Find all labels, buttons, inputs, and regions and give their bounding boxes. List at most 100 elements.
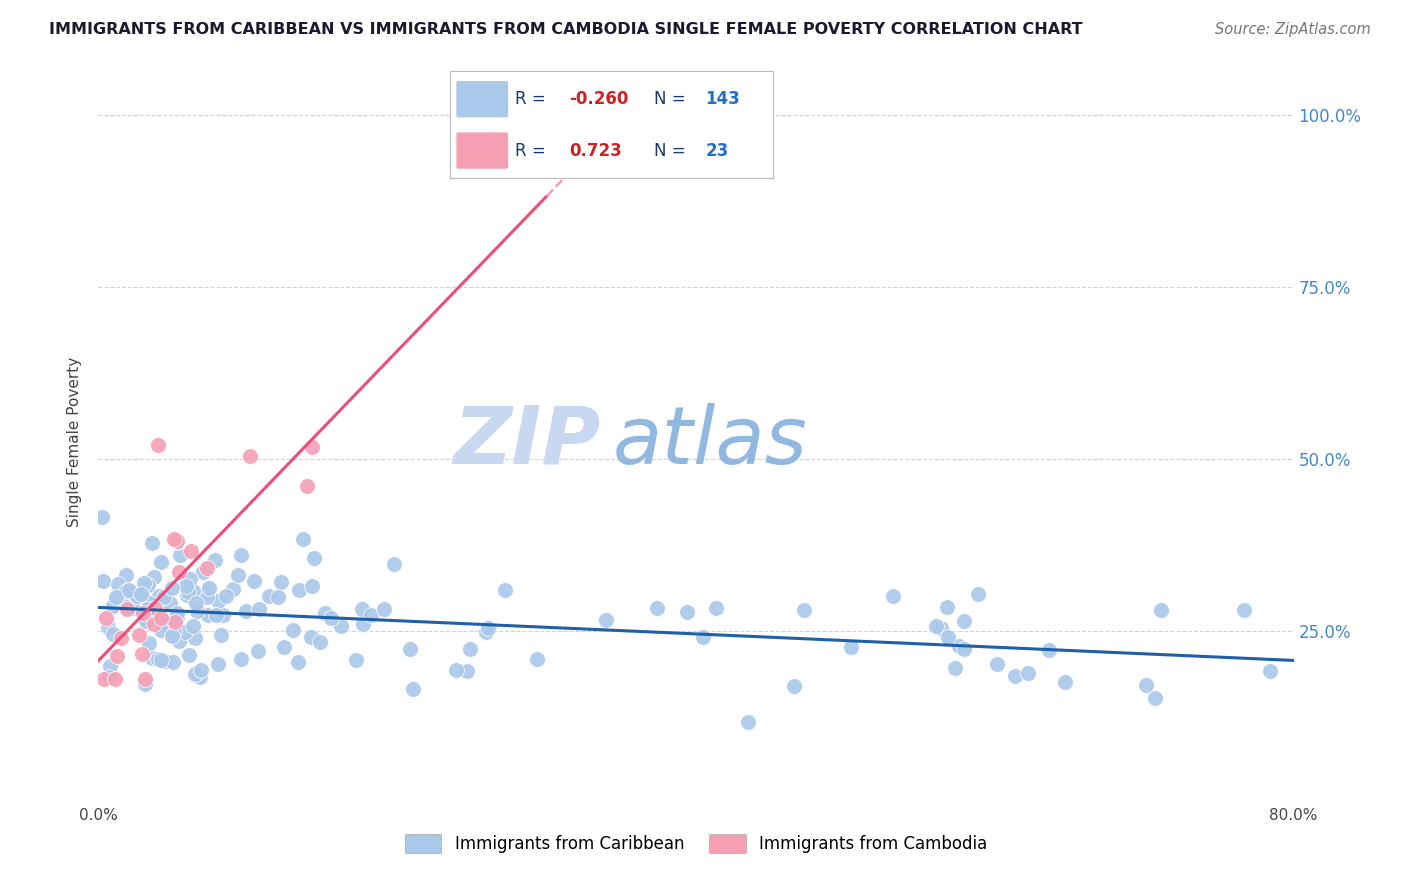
Point — [1150, 603, 1173, 617]
Text: atlas: atlas — [613, 402, 807, 481]
Point — [132, 607, 155, 621]
Point — [929, 621, 952, 635]
Point — [1053, 674, 1076, 689]
Point — [242, 574, 264, 588]
Point — [177, 585, 200, 599]
Point — [221, 582, 243, 596]
Point — [793, 603, 815, 617]
Point — [321, 610, 343, 624]
Point — [139, 612, 162, 626]
Point — [281, 623, 304, 637]
Point — [352, 616, 374, 631]
Point — [301, 440, 323, 454]
Point — [135, 615, 157, 629]
Point — [526, 651, 548, 665]
Point — [162, 655, 184, 669]
Point — [121, 591, 143, 605]
Point — [138, 636, 160, 650]
Point — [215, 589, 238, 603]
Point — [163, 624, 186, 638]
Point — [1017, 666, 1039, 681]
Point — [98, 658, 121, 673]
Point — [139, 615, 162, 630]
Point — [153, 590, 176, 604]
Point — [309, 635, 332, 649]
Point — [160, 581, 183, 595]
Legend: Immigrants from Caribbean, Immigrants from Cambodia: Immigrants from Caribbean, Immigrants fr… — [398, 827, 994, 860]
Point — [882, 589, 904, 603]
Point — [118, 582, 141, 597]
Point — [301, 579, 323, 593]
Point — [190, 663, 212, 677]
Point — [131, 647, 153, 661]
Point — [93, 672, 115, 686]
Point — [352, 602, 374, 616]
Point — [181, 619, 204, 633]
Point — [141, 536, 163, 550]
Text: IMMIGRANTS FROM CARIBBEAN VS IMMIGRANTS FROM CAMBODIA SINGLE FEMALE POVERTY CORR: IMMIGRANTS FROM CARIBBEAN VS IMMIGRANTS … — [49, 22, 1083, 37]
Point — [128, 628, 150, 642]
Point — [966, 587, 988, 601]
Point — [169, 565, 191, 579]
Point — [107, 577, 129, 591]
Point — [191, 566, 214, 580]
Point — [1038, 643, 1060, 657]
Point — [163, 615, 186, 630]
Point — [444, 663, 467, 677]
Point — [360, 607, 382, 622]
Point — [105, 648, 128, 663]
Point — [97, 670, 120, 684]
Point — [101, 626, 124, 640]
Point — [195, 561, 218, 575]
FancyBboxPatch shape — [457, 81, 508, 118]
Text: 143: 143 — [706, 90, 740, 108]
Point — [948, 639, 970, 653]
Point — [138, 595, 160, 609]
Point — [494, 582, 516, 597]
Point — [204, 553, 226, 567]
Point — [180, 544, 202, 558]
Point — [226, 567, 249, 582]
Point — [166, 535, 188, 549]
Point — [247, 602, 270, 616]
Point — [169, 548, 191, 562]
Point — [953, 614, 976, 628]
Point — [114, 568, 136, 582]
Point — [247, 644, 270, 658]
Point — [382, 557, 405, 571]
Point — [184, 632, 207, 646]
Point — [676, 606, 699, 620]
Point — [177, 648, 200, 663]
Point — [188, 670, 211, 684]
Point — [159, 596, 181, 610]
Point — [149, 623, 172, 637]
Point — [212, 607, 235, 622]
Point — [943, 661, 966, 675]
Point — [114, 600, 136, 615]
Point — [936, 630, 959, 644]
Point — [287, 583, 309, 598]
Point — [197, 581, 219, 595]
Point — [166, 609, 188, 624]
Point — [477, 621, 499, 635]
Point — [181, 583, 204, 598]
Point — [96, 611, 118, 625]
Point — [456, 664, 478, 678]
Point — [398, 641, 420, 656]
Point — [952, 641, 974, 656]
Point — [163, 532, 186, 546]
Point — [373, 601, 395, 615]
Point — [297, 479, 319, 493]
Point — [104, 590, 127, 604]
Text: 23: 23 — [706, 142, 728, 160]
Point — [841, 640, 863, 655]
Point — [183, 666, 205, 681]
Point — [186, 596, 208, 610]
Point — [166, 534, 188, 549]
Point — [149, 611, 172, 625]
Text: ZIP: ZIP — [453, 402, 600, 481]
Point — [314, 606, 336, 620]
Point — [195, 590, 218, 604]
Point — [148, 438, 170, 452]
Text: 0.723: 0.723 — [569, 142, 623, 160]
